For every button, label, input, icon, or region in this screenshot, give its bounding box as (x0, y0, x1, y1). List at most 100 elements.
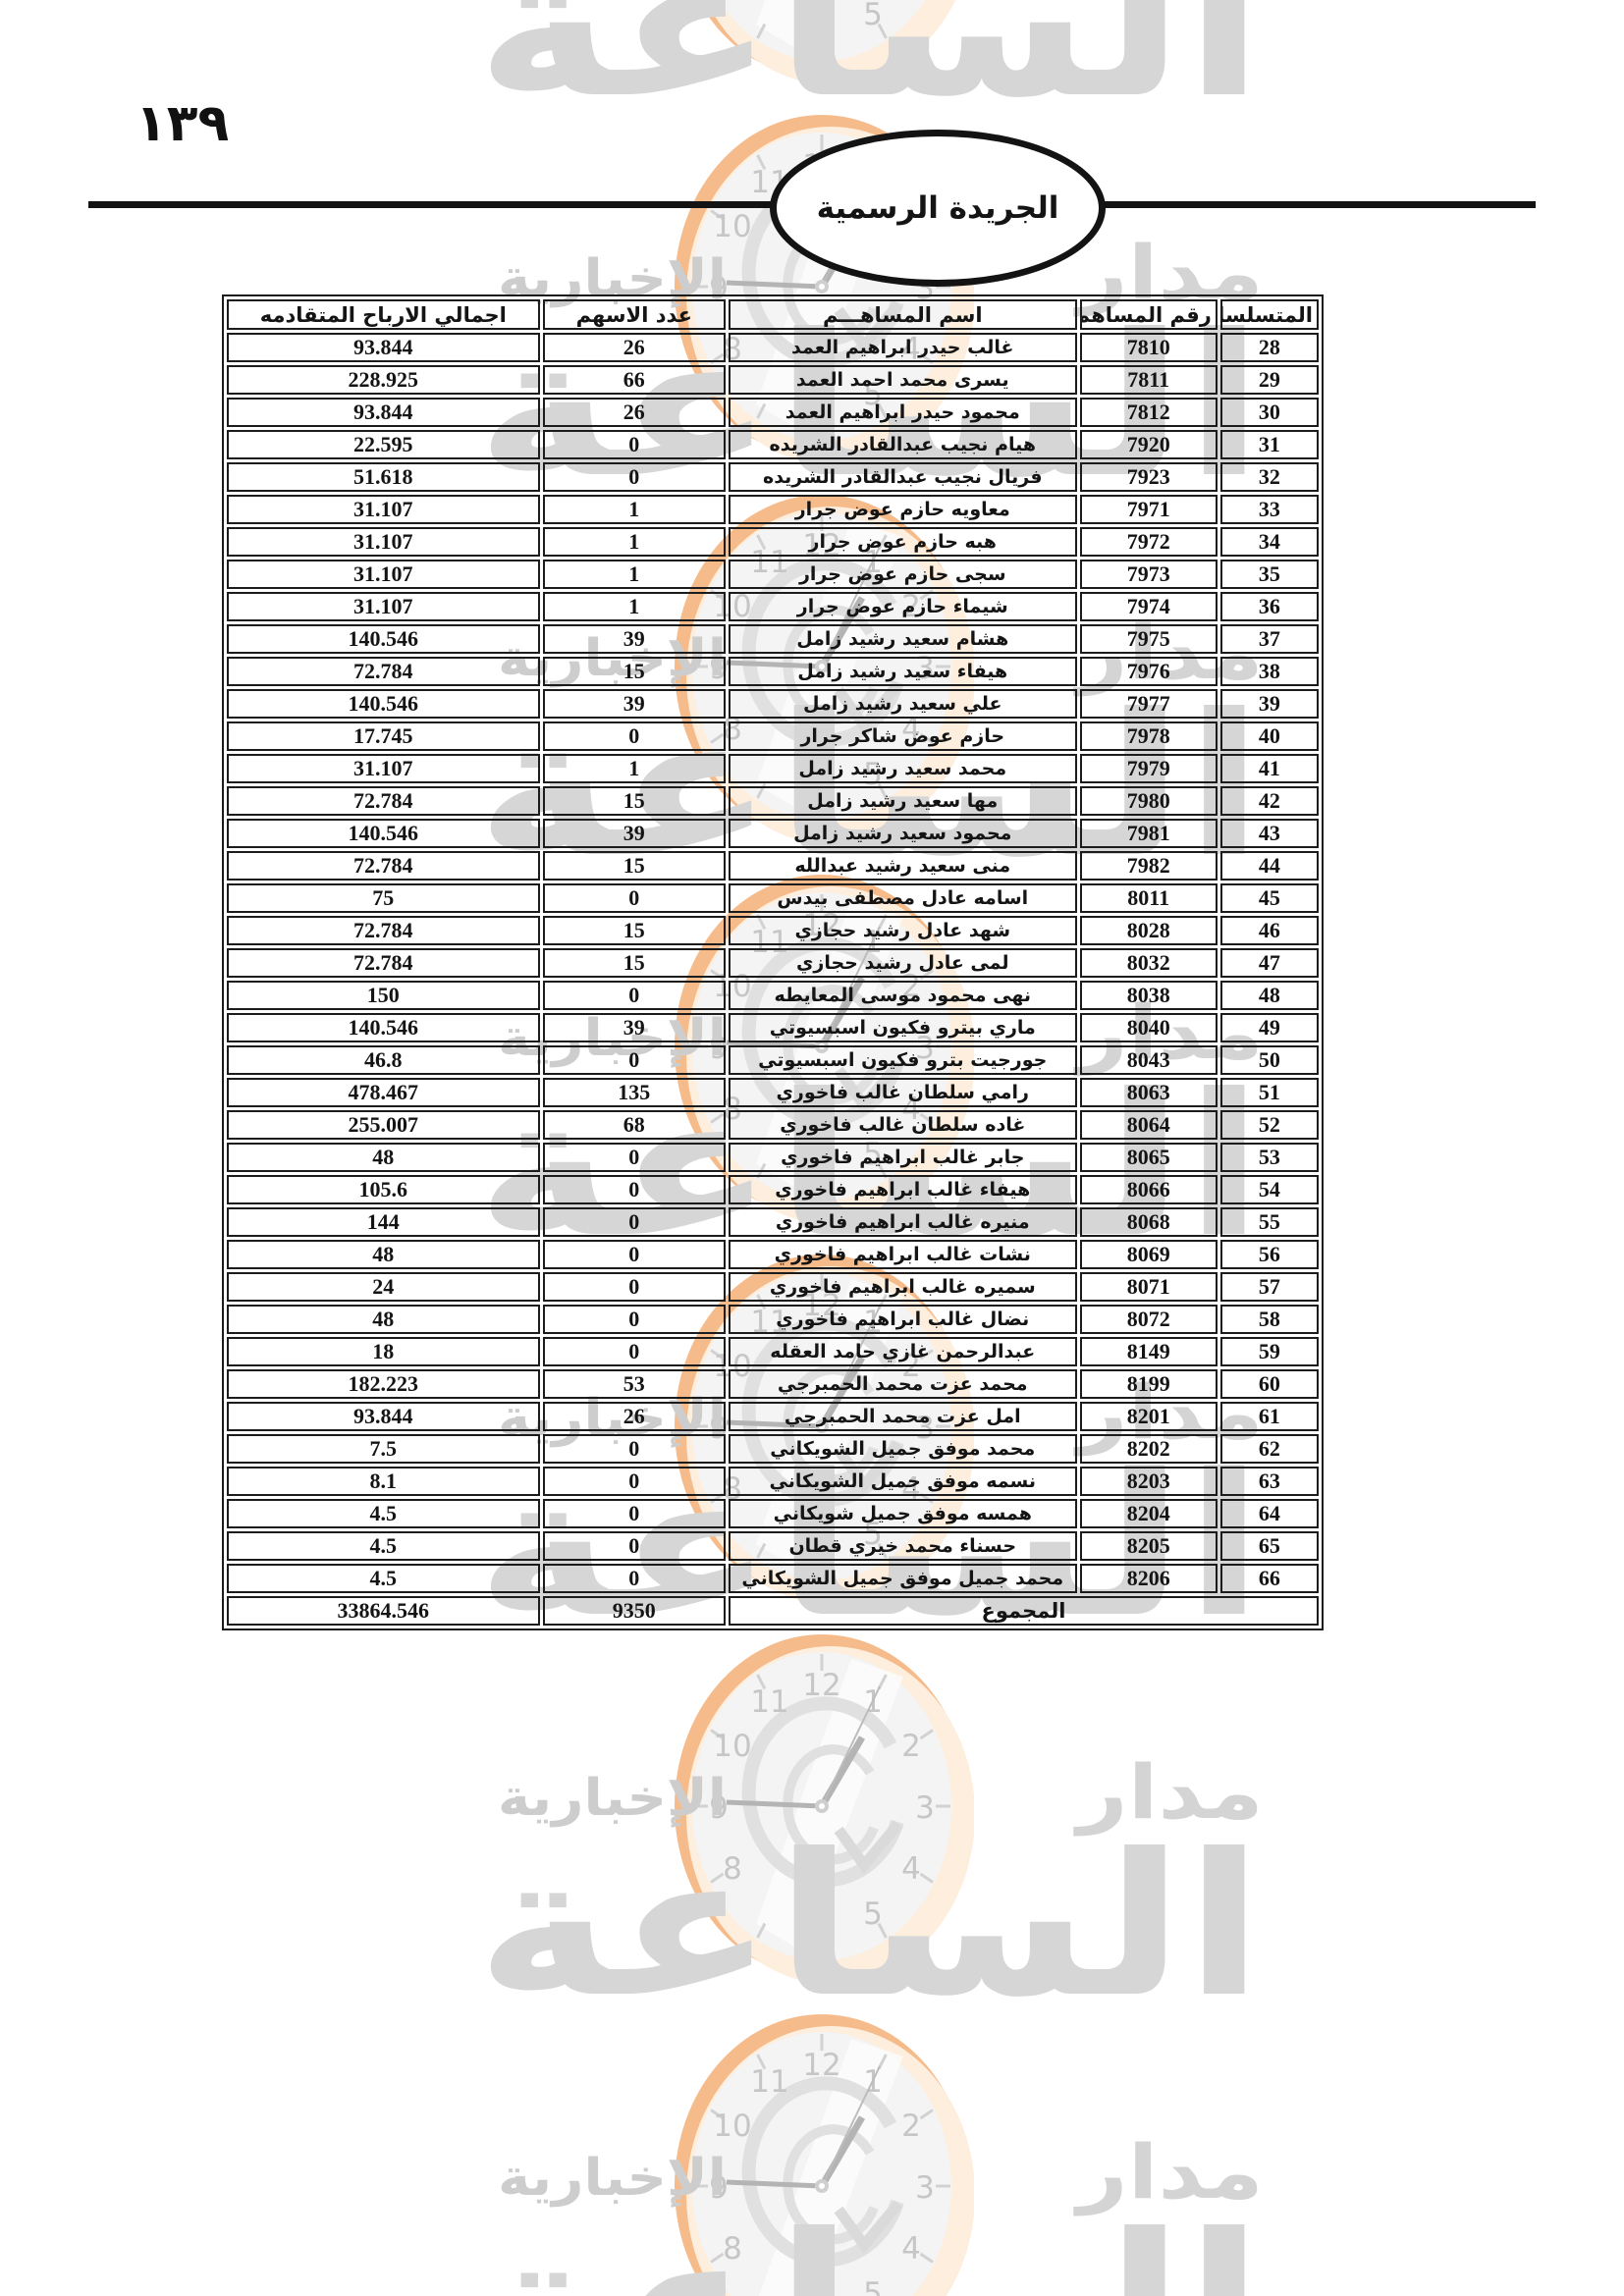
cell-name: محمود سعيد رشيد زامل (728, 819, 1077, 848)
cell-shareholder-no: 7982 (1079, 851, 1218, 881)
cell-profit: 31.107 (227, 495, 540, 524)
cell-profit: 4.5 (227, 1499, 540, 1528)
cell-shares: 39 (542, 819, 726, 848)
clock-number: 5 (863, 1896, 883, 1932)
table-row: 37 7975 هشام سعيد رشيد زامل 39 140.546 (227, 624, 1319, 654)
cell-shareholder-no: 8068 (1079, 1207, 1218, 1237)
cell-profit: 18 (227, 1337, 540, 1366)
cell-shares: 0 (542, 981, 726, 1010)
cell-shareholder-no: 8202 (1079, 1434, 1218, 1464)
table-row: 41 7979 محمد سعيد رشيد زامل 1 31.107 (227, 754, 1319, 783)
cell-shares: 0 (542, 1305, 726, 1334)
table-row: 60 8199 محمد عزت محمد الحمبرجي 53 182.22… (227, 1369, 1319, 1399)
cell-shares: 26 (542, 1402, 726, 1431)
cell-shares: 1 (542, 527, 726, 557)
cell-shares: 39 (542, 1013, 726, 1042)
cell-profit: 93.844 (227, 333, 540, 362)
cell-name: اسامه عادل مصطفى بيدس (728, 883, 1077, 913)
cell-shareholder-no: 8072 (1079, 1305, 1218, 1334)
cell-profit: 140.546 (227, 819, 540, 848)
cell-serial: 29 (1219, 365, 1319, 395)
table-row: 36 7974 شيماء حازم عوض جرار 1 31.107 (227, 592, 1319, 621)
cell-serial: 64 (1219, 1499, 1319, 1528)
cell-serial: 36 (1219, 592, 1319, 621)
cell-profit: 17.745 (227, 721, 540, 751)
cell-shares: 15 (542, 851, 726, 881)
watermark-brand-top: مدار (1077, 2128, 1264, 2216)
cell-shares: 0 (542, 1467, 726, 1496)
cell-name: محمد عزت محمد الحمبرجي (728, 1369, 1077, 1399)
table-row: 46 8028 شهد عادل رشيد حجازي 15 72.784 (227, 916, 1319, 945)
cell-serial: 63 (1219, 1467, 1319, 1496)
cell-name: معاويه حازم عوض جرار (728, 495, 1077, 524)
table-row: 39 7977 علي سعيد رشيد زامل 39 140.546 (227, 689, 1319, 719)
cell-profit: 72.784 (227, 948, 540, 978)
table-row: 63 8203 نسمه موفق جميل الشويكاني 0 8.1 (227, 1467, 1319, 1496)
cell-shareholder-no: 7811 (1079, 365, 1218, 395)
clock-number: 10 (713, 2109, 751, 2144)
cell-shareholder-no: 8205 (1079, 1531, 1218, 1561)
cell-name: سميره غالب ابراهيم فاخوري (728, 1272, 1077, 1302)
clock-number: 6 (812, 14, 832, 49)
cell-serial: 32 (1219, 462, 1319, 492)
table-row: 47 8032 لمى عادل رشيد حجازي 15 72.784 (227, 948, 1319, 978)
cell-profit: 22.595 (227, 430, 540, 459)
cell-profit: 31.107 (227, 592, 540, 621)
cell-shares: 66 (542, 365, 726, 395)
watermark: 12 1 2 3 4 5 6 8 9 10 11 الإخبارية مدار … (439, 1629, 1264, 2101)
watermark: 12 1 2 3 4 5 6 8 9 10 11 الإخبارية مدار … (439, 2009, 1264, 2296)
table-row: 54 8066 هيفاء غالب ابراهيم فاخوري 0 105.… (227, 1175, 1319, 1204)
cell-profit: 140.546 (227, 624, 540, 654)
cell-shares: 0 (542, 1240, 726, 1269)
clock-number: 8 (723, 2231, 742, 2267)
cell-shareholder-no: 7975 (1079, 624, 1218, 654)
cell-shares: 1 (542, 754, 726, 783)
cell-profit: 48 (227, 1143, 540, 1172)
cell-serial: 57 (1219, 1272, 1319, 1302)
cell-name: هبه حازم عوض جرار (728, 527, 1077, 557)
clock-number: 11 (750, 1684, 788, 1720)
cell-serial: 60 (1219, 1369, 1319, 1399)
table-row: 45 8011 اسامه عادل مصطفى بيدس 0 75 (227, 883, 1319, 913)
clock-number: 3 (915, 2170, 935, 2206)
cell-serial: 52 (1219, 1110, 1319, 1140)
header-shares: عدد الاسهم (542, 299, 726, 330)
table-body: 28 7810 غالب حيدر ابراهيم العمد 26 93.84… (227, 333, 1319, 1593)
table-row: 28 7810 غالب حيدر ابراهيم العمد 26 93.84… (227, 333, 1319, 362)
cell-profit: 150 (227, 981, 540, 1010)
cell-name: جابر غالب ابراهيم فاخوري (728, 1143, 1077, 1172)
cell-shareholder-no: 8038 (1079, 981, 1218, 1010)
cell-profit: 93.844 (227, 1402, 540, 1431)
cell-name: هيام نجيب عبدالقادر الشريده (728, 430, 1077, 459)
table-row: 53 8065 جابر غالب ابراهيم فاخوري 0 48 (227, 1143, 1319, 1172)
cell-serial: 41 (1219, 754, 1319, 783)
table-row: 35 7973 سجى حازم عوض جرار 1 31.107 (227, 560, 1319, 589)
cell-name: هيفاء غالب ابراهيم فاخوري (728, 1175, 1077, 1204)
clock-number: 3 (915, 1790, 935, 1826)
table-row: 61 8201 امل عزت محمد الحمبرجي 26 93.844 (227, 1402, 1319, 1431)
cell-name: غالب حيدر ابراهيم العمد (728, 333, 1077, 362)
cell-name: جورجيت بترو فكيون اسبسيوتي (728, 1045, 1077, 1075)
clock-number: 2 (901, 1729, 921, 1764)
cell-shareholder-no: 7812 (1079, 398, 1218, 427)
cell-profit: 478.467 (227, 1078, 540, 1107)
cell-serial: 59 (1219, 1337, 1319, 1366)
cell-shareholder-no: 8066 (1079, 1175, 1218, 1204)
cell-name: شهد عادل رشيد حجازي (728, 916, 1077, 945)
cell-serial: 43 (1219, 819, 1319, 848)
cell-serial: 30 (1219, 398, 1319, 427)
cell-shares: 0 (542, 1434, 726, 1464)
cell-shares: 15 (542, 657, 726, 686)
cell-shareholder-no: 8028 (1079, 916, 1218, 945)
clock-number: 10 (713, 209, 751, 244)
cell-name: عبدالرحمن غازي حامد العقله (728, 1337, 1077, 1366)
cell-name: علي سعيد رشيد زامل (728, 689, 1077, 719)
cell-shares: 135 (542, 1078, 726, 1107)
cell-shares: 26 (542, 333, 726, 362)
cell-name: منيره غالب ابراهيم فاخوري (728, 1207, 1077, 1237)
cell-shareholder-no: 7977 (1079, 689, 1218, 719)
watermark-brand-sub: الإخبارية (498, 2149, 728, 2208)
cell-shares: 0 (542, 883, 726, 913)
cell-profit: 140.546 (227, 1013, 540, 1042)
cell-name: حسناء محمد خيري قطان (728, 1531, 1077, 1561)
